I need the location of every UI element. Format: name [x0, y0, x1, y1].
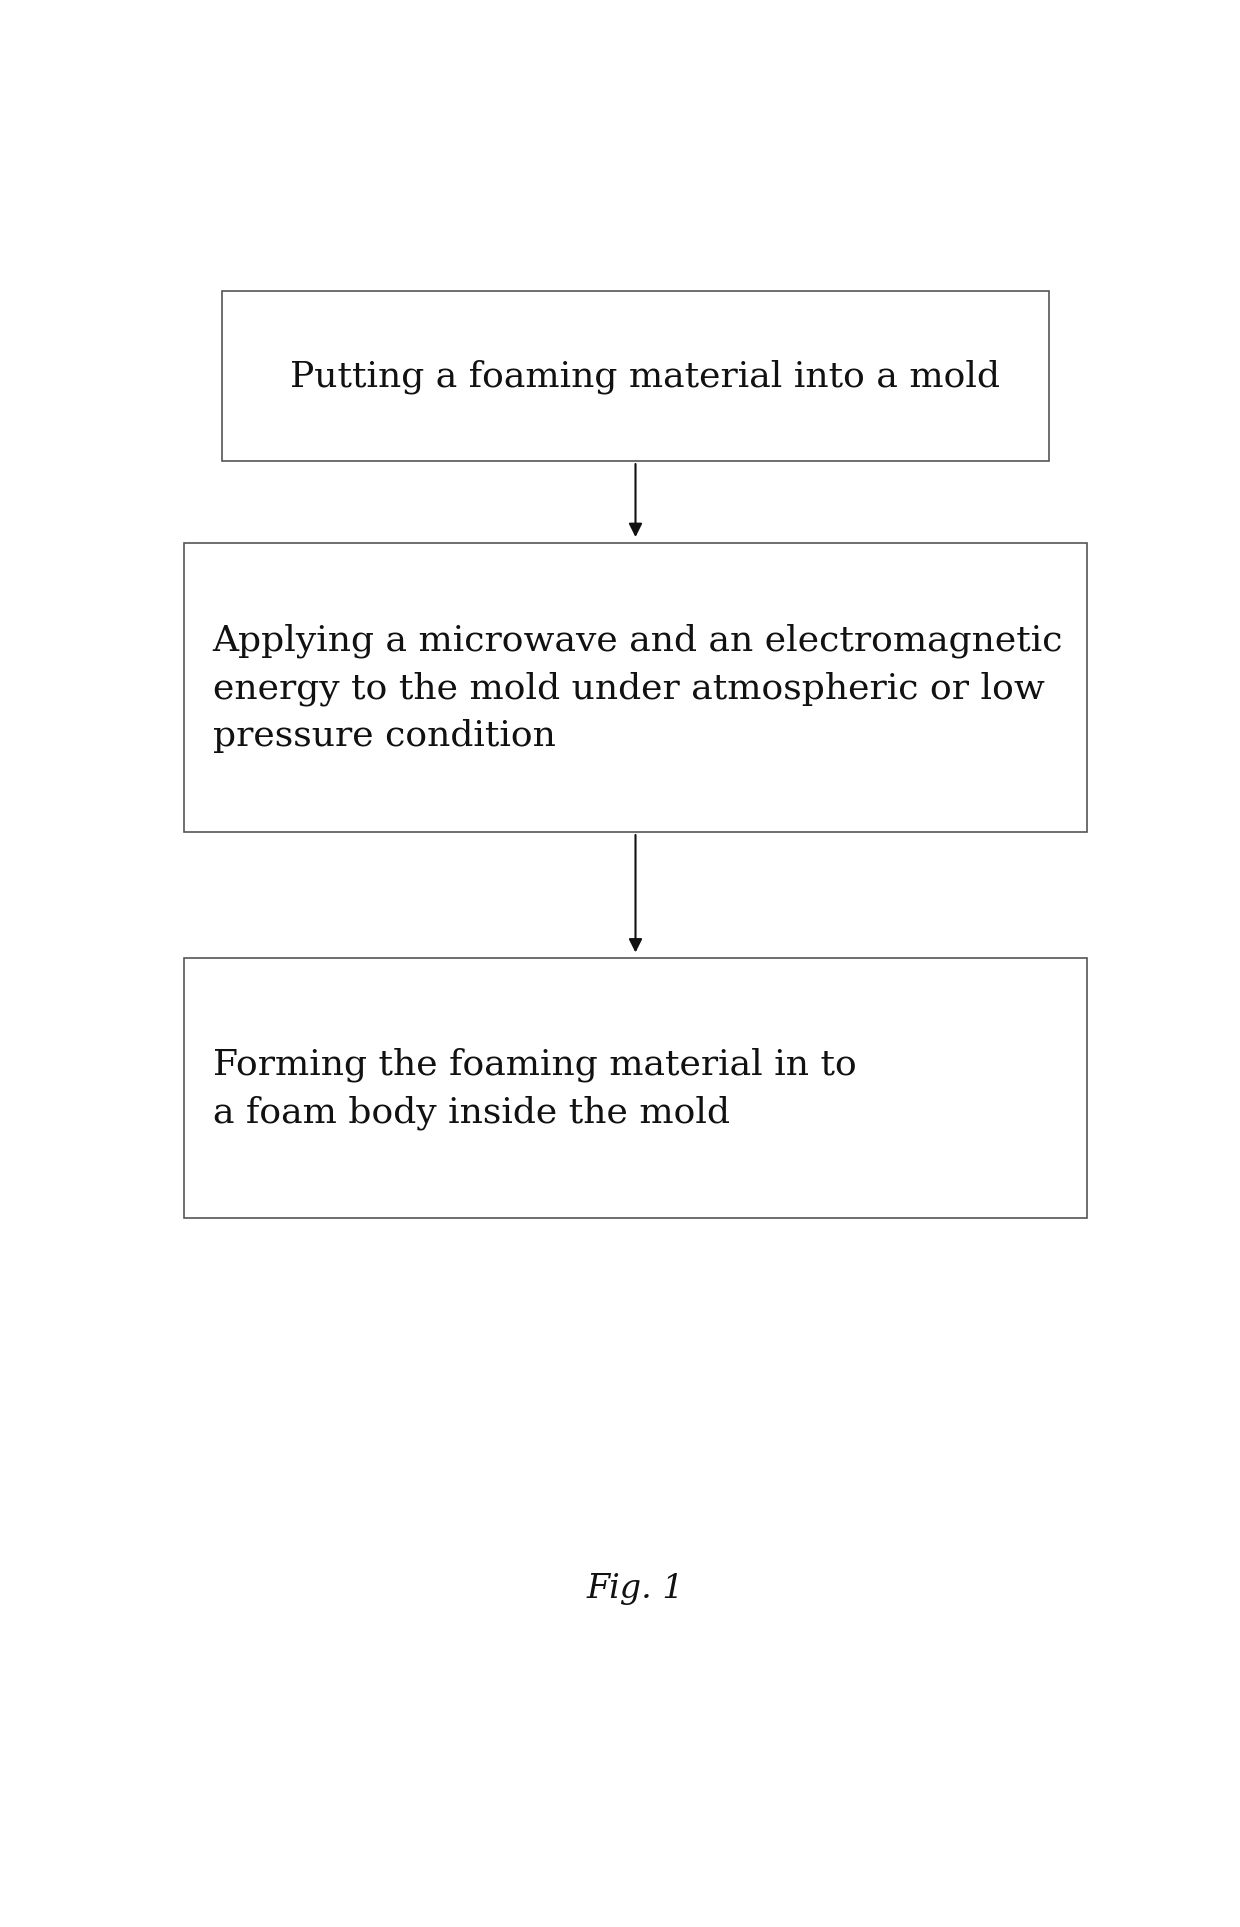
FancyBboxPatch shape	[184, 543, 1087, 832]
Text: Applying a microwave and an electromagnetic
energy to the mold under atmospheric: Applying a microwave and an electromagne…	[213, 622, 1063, 753]
Text: Forming the foaming material in to
a foam body inside the mold: Forming the foaming material in to a foa…	[213, 1048, 857, 1129]
FancyBboxPatch shape	[222, 291, 1049, 461]
Text: Putting a foaming material into a mold: Putting a foaming material into a mold	[290, 360, 999, 393]
Text: Fig. 1: Fig. 1	[587, 1572, 684, 1605]
FancyBboxPatch shape	[184, 958, 1087, 1218]
